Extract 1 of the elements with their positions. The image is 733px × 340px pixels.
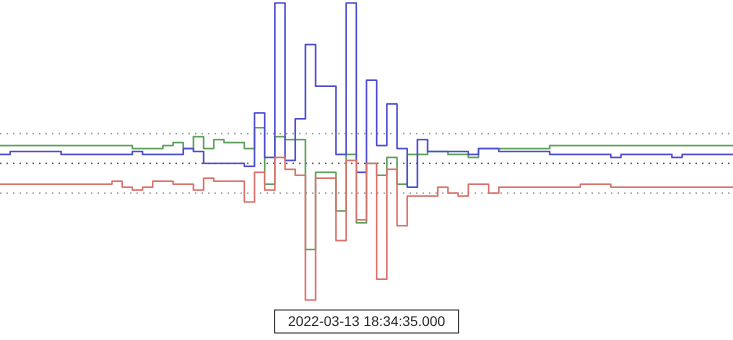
text: 2022-03-13 18:34:35.000 — [288, 313, 446, 329]
